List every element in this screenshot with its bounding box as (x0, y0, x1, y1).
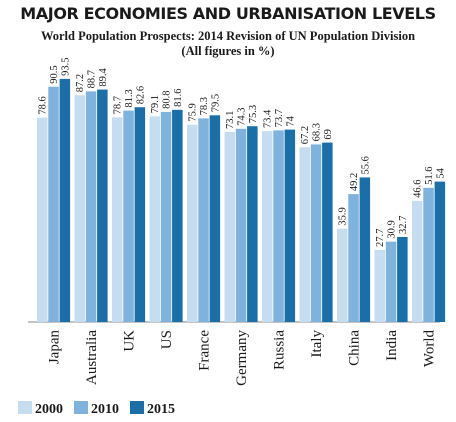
legend-label-2000: 2000 (35, 402, 63, 417)
bar-russia-2000 (262, 131, 273, 322)
bar-uk-2010 (123, 110, 134, 323)
bar-uk-2000 (112, 117, 123, 322)
category-label-germany: Germany (234, 330, 250, 386)
legend-swatch-2010 (74, 401, 88, 414)
value-label-russia-2010: 73.7 (274, 109, 285, 127)
chart-title: MAJOR ECONOMIES AND URBANISATION LEVELS (20, 4, 436, 23)
value-label-india-2015: 32.7 (398, 216, 409, 234)
bar-india-2000 (374, 249, 385, 322)
bar-world-2000 (412, 200, 423, 322)
chart-subtitle-line2: (All figures in %) (181, 44, 275, 58)
category-label-india: India (384, 330, 400, 361)
bar-china-2000 (337, 228, 348, 322)
chart-subtitle-line1: World Population Prospects: 2014 Revisio… (40, 29, 416, 43)
category-label-russia: Russia (272, 330, 288, 370)
legend-label-2015: 2015 (147, 402, 175, 417)
bar-india-2015 (397, 236, 408, 322)
category-label-australia: Australia (84, 330, 100, 385)
legend-swatch-2000 (18, 401, 32, 414)
value-label-australia-2000: 87.2 (75, 74, 86, 92)
bar-australia-2000 (74, 95, 85, 322)
value-label-uk-2000: 78.7 (113, 96, 124, 114)
bar-germany-2015 (247, 126, 258, 322)
value-label-japan-2010: 90.5 (49, 65, 60, 83)
value-label-russia-2015: 74 (285, 115, 296, 126)
bar-italy-2000 (299, 147, 310, 322)
bar-japan-2000 (37, 117, 48, 322)
value-label-us-2010: 80.8 (162, 91, 173, 109)
category-label-china: China (347, 330, 363, 366)
value-label-germany-2000: 73.1 (225, 111, 236, 129)
value-label-germany-2010: 74.3 (237, 107, 248, 125)
bar-world-2015 (434, 181, 446, 322)
category-label-france: France (197, 330, 213, 371)
bar-russia-2015 (284, 129, 296, 322)
bar-us-2015 (172, 109, 183, 322)
legend: 2000 2010 2015 (18, 401, 175, 417)
bar-australia-2015 (97, 89, 108, 322)
bar-japan-2015 (59, 78, 71, 323)
bar-us-2000 (149, 116, 160, 322)
value-label-china-2010: 49.2 (349, 173, 360, 191)
category-label-us: US (159, 330, 175, 349)
value-label-us-2000: 79.1 (150, 95, 161, 113)
value-label-us-2015: 81.6 (173, 88, 184, 106)
value-label-china-2000: 35.9 (338, 207, 349, 225)
bar-germany-2000 (224, 131, 235, 322)
value-label-france-2010: 78.3 (199, 97, 210, 115)
value-label-france-2015: 79.5 (210, 94, 221, 112)
value-label-uk-2010: 81.3 (124, 89, 135, 107)
category-label-uk: UK (122, 330, 138, 352)
value-label-france-2000: 75.9 (188, 103, 199, 121)
bar-france-2010 (198, 118, 209, 322)
category-label-world: World (422, 330, 438, 368)
bar-china-2010 (348, 194, 359, 322)
value-label-india-2010: 30.9 (387, 220, 398, 238)
value-label-japan-2000: 78.6 (38, 96, 49, 114)
value-label-russia-2000: 73.4 (263, 109, 274, 128)
value-label-india-2000: 27.7 (375, 229, 386, 247)
bar-france-2015 (209, 115, 221, 322)
value-label-world-2010: 51.6 (424, 166, 435, 184)
bar-australia-2010 (85, 91, 97, 322)
value-label-australia-2010: 88.7 (87, 70, 98, 88)
value-label-world-2000: 46.6 (413, 179, 424, 197)
bar-italy-2010 (310, 144, 322, 322)
value-label-italy-2000: 67.2 (300, 126, 311, 144)
value-label-germany-2015: 75.3 (248, 105, 259, 123)
bar-india-2010 (385, 241, 397, 322)
value-label-uk-2015: 82.6 (135, 86, 146, 104)
bar-germany-2010 (235, 128, 247, 322)
legend-label-2010: 2010 (91, 402, 119, 417)
value-labels-group: 78.6 90.5 93.5 87.2 88.7 89.4 78.7 81.3 82.6 79.1… (38, 58, 447, 247)
category-label-italy: Italy (309, 330, 325, 358)
category-label-japan: Japan (47, 330, 63, 365)
legend-swatch-2015 (130, 401, 144, 414)
bars-group (37, 78, 446, 323)
bar-us-2010 (160, 111, 172, 322)
value-label-world-2015: 54 (435, 167, 446, 178)
value-label-japan-2015: 93.5 (60, 58, 71, 76)
category-labels-group: Japan Australia UK US France Germany Russia Ita… (47, 330, 438, 386)
bar-japan-2010 (48, 86, 59, 322)
value-label-italy-2015: 69 (323, 129, 334, 140)
chart-subtitle: World Population Prospects: 2014 Revisio… (0, 29, 456, 59)
bar-france-2000 (187, 124, 198, 322)
bar-russia-2010 (273, 130, 284, 322)
bar-world-2010 (423, 187, 434, 322)
value-label-australia-2015: 89.4 (98, 67, 109, 86)
bar-italy-2015 (322, 142, 333, 322)
bar-uk-2015 (134, 107, 146, 323)
value-label-china-2015: 55.6 (360, 156, 371, 174)
value-label-italy-2010: 68.3 (312, 123, 323, 141)
bar-china-2015 (359, 177, 371, 322)
